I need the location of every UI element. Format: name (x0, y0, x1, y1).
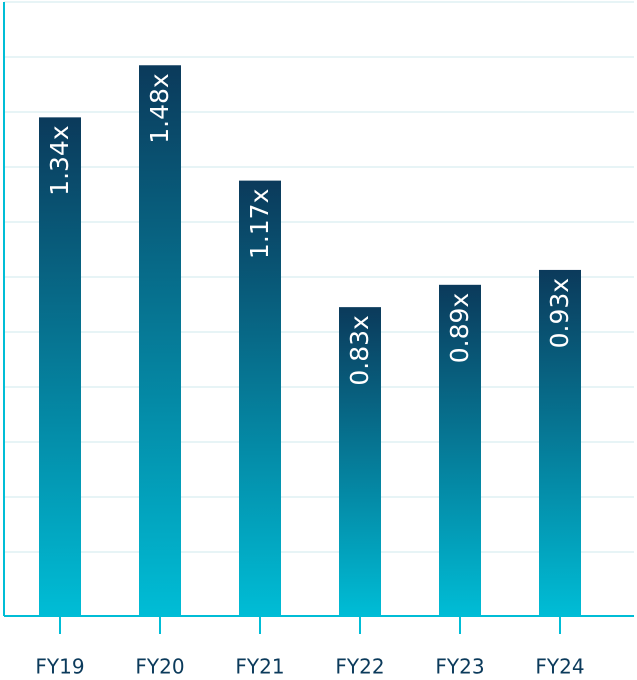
value-label: 1.34x (45, 125, 74, 195)
bar (139, 65, 181, 616)
value-label: 0.93x (545, 278, 574, 348)
x-tick-label: FY24 (535, 655, 584, 679)
value-label: 1.17x (245, 189, 274, 259)
x-tick-label: FY21 (235, 655, 284, 679)
value-label: 0.83x (345, 315, 374, 385)
bar (539, 269, 581, 616)
bar (39, 117, 81, 616)
bar (439, 284, 481, 616)
bar (239, 180, 281, 617)
value-label: 1.48x (145, 73, 174, 143)
x-tick-label: FY23 (435, 655, 484, 679)
x-tick-label: FY19 (35, 655, 84, 679)
bar (339, 307, 381, 616)
x-tick-label: FY20 (135, 655, 184, 679)
value-label: 0.89x (445, 293, 474, 363)
x-tick-label: FY22 (335, 655, 384, 679)
